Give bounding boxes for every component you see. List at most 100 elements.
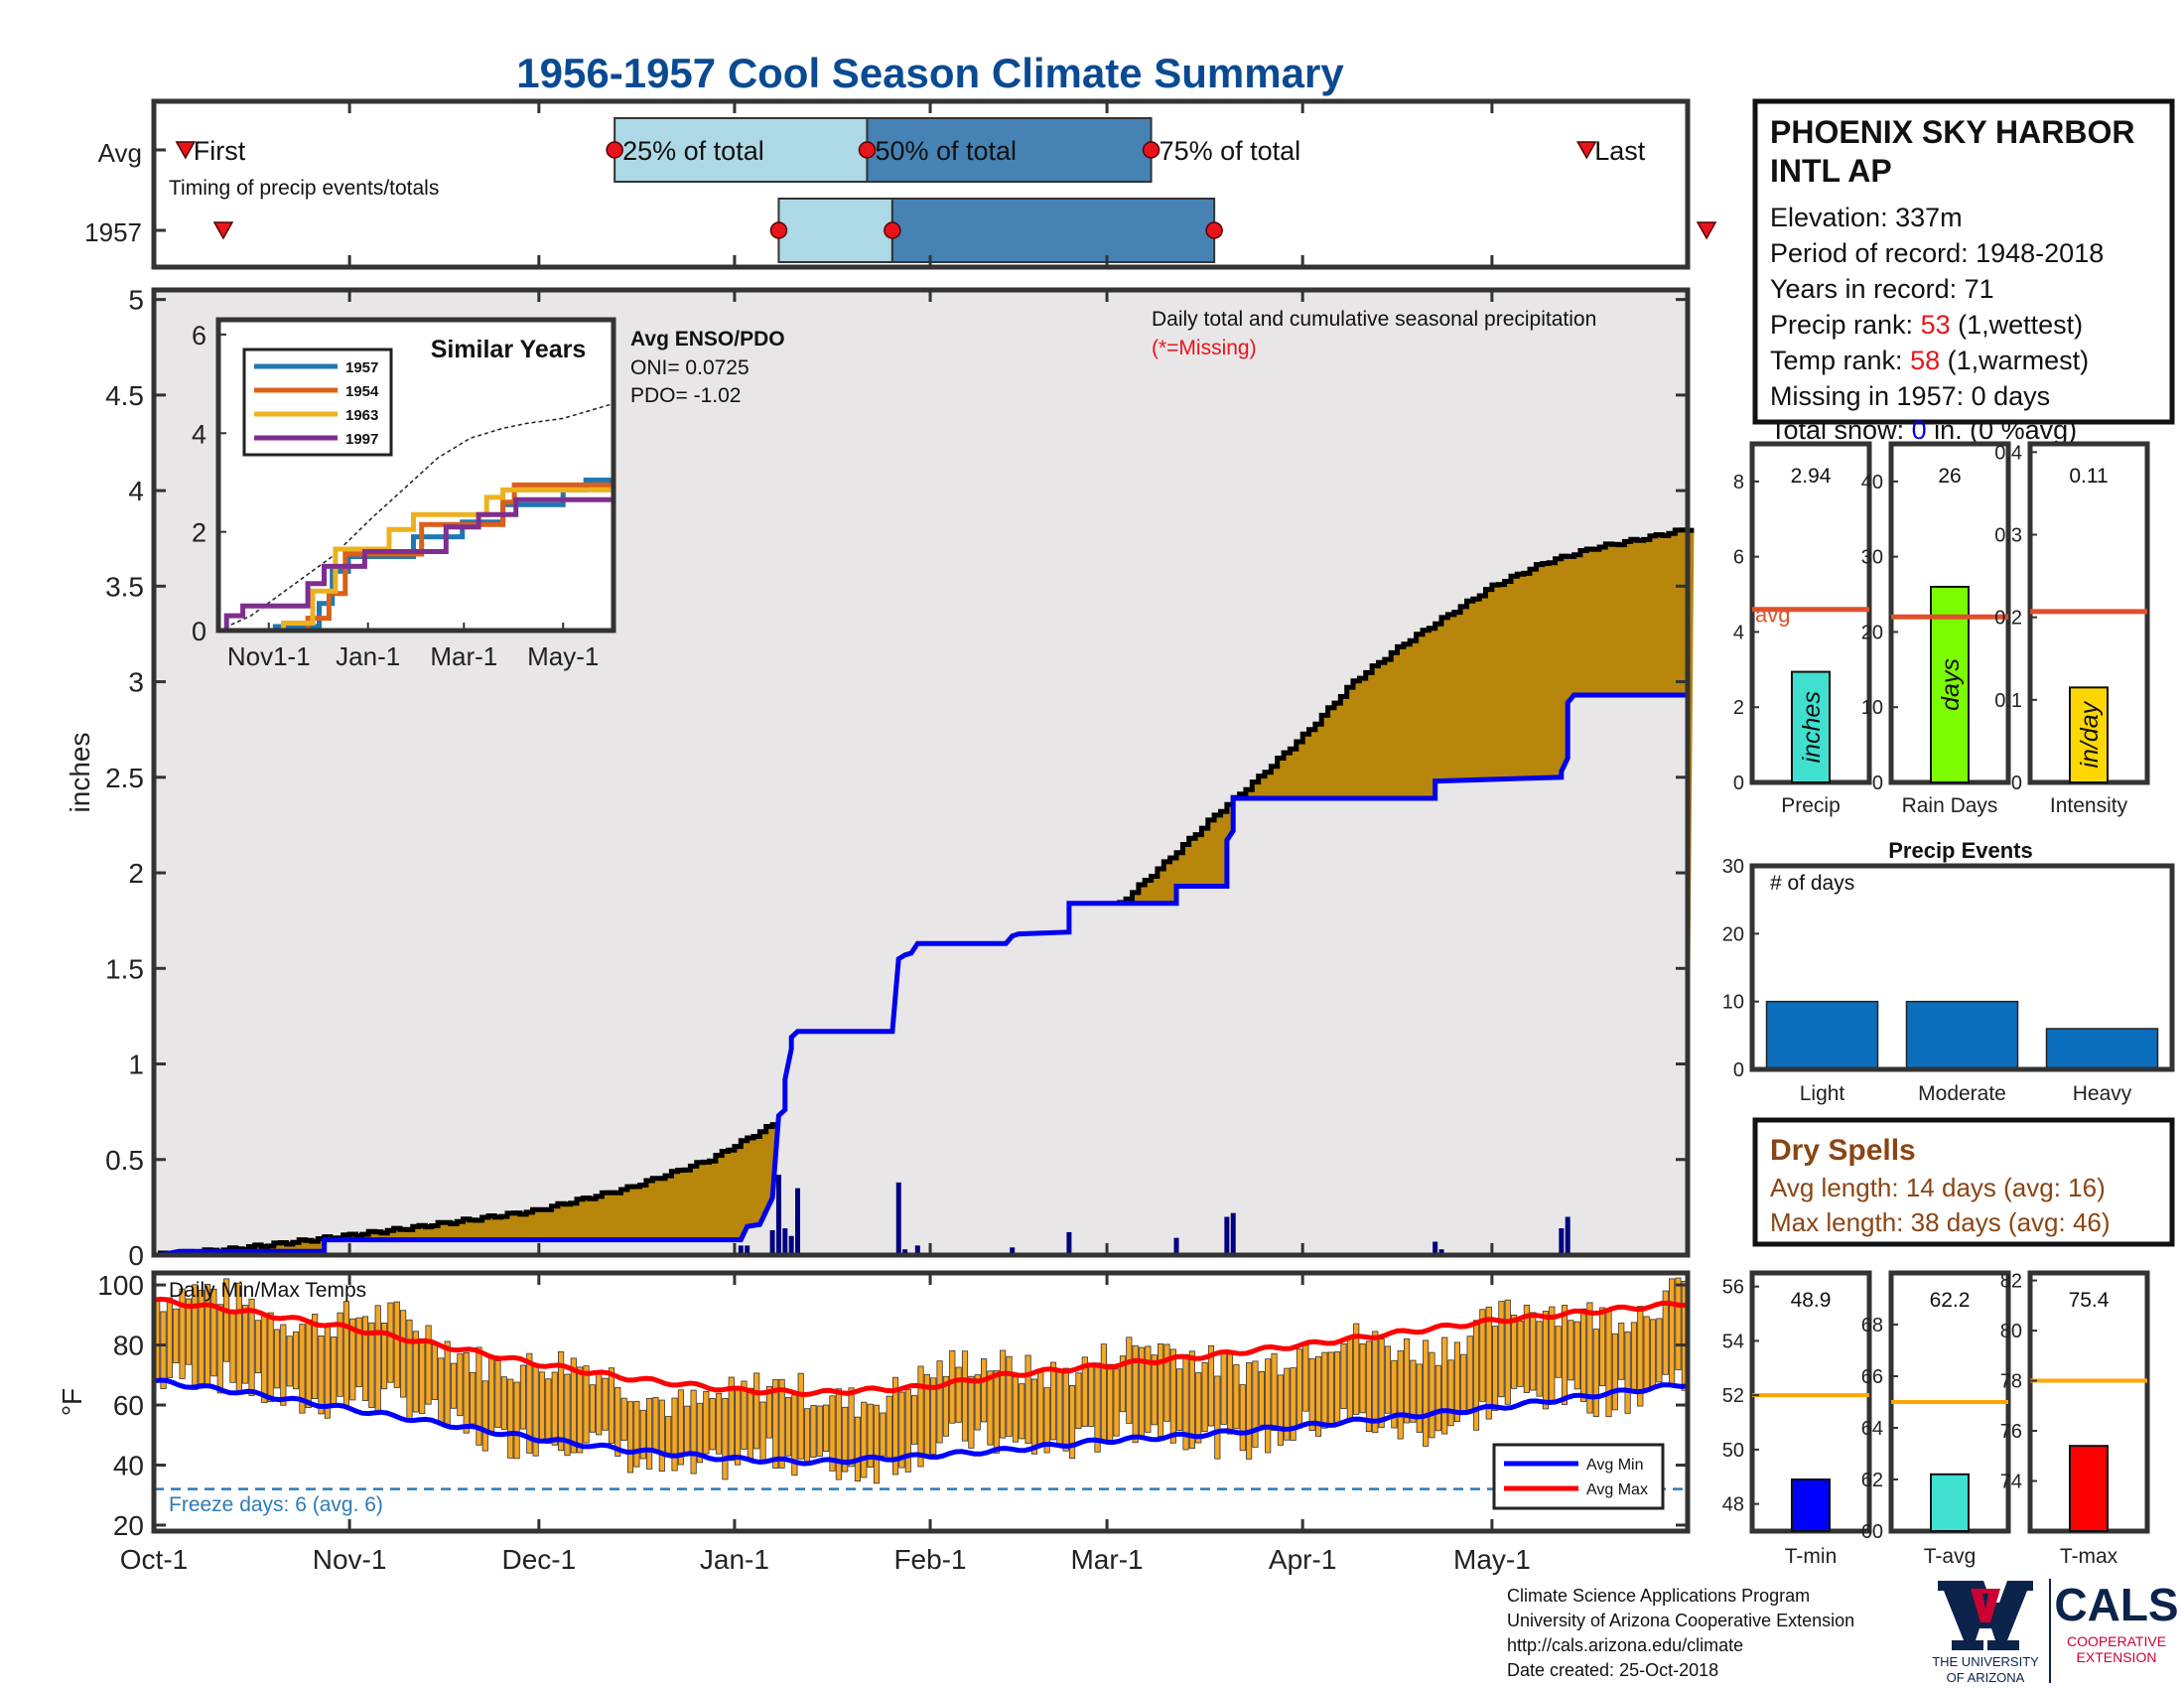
- daily-precip-bar-12: [1173, 1237, 1179, 1255]
- temp-bar-112: [861, 1401, 868, 1478]
- station-precip-rank: Precip rank: 53 (1,wettest): [1770, 310, 2083, 340]
- precip-events-bar-2: [2045, 1028, 2159, 1070]
- temp-bar-126: [949, 1349, 956, 1424]
- mini-precip-ytick-0-3: 6: [1733, 547, 1744, 569]
- mini-temp-value-2: 75.4: [2069, 1289, 2110, 1312]
- precip-rank-value: 53: [1921, 310, 1951, 340]
- temp-bar-198: [1403, 1337, 1411, 1424]
- mini-precip-ytick-1-3: 30: [1861, 547, 1883, 569]
- temp-bar-90: [722, 1397, 729, 1480]
- daily-precip-bar-14: [1230, 1212, 1236, 1255]
- footer: Climate Science Applications Program Uni…: [1507, 1586, 1854, 1680]
- temp-bar-15: [248, 1298, 255, 1396]
- mini-temp-ytick-1-2: 64: [1861, 1418, 1883, 1440]
- legend-avg-min-label: Avg Min: [1586, 1457, 1644, 1474]
- temp-bar-49: [463, 1351, 470, 1434]
- temp-bar-81: [665, 1416, 672, 1457]
- temp-bar-140: [1037, 1371, 1044, 1447]
- figure-title: 1956-1957 Cool Season Climate Summary: [516, 50, 1344, 96]
- dry-spells-avg: Avg length: 14 days (avg: 16): [1770, 1173, 2106, 1202]
- mini-precip-ytick-2-4: 0.4: [1994, 442, 2022, 464]
- inset-avg-line: [217, 402, 614, 632]
- temps-ylabel: °F: [57, 1388, 87, 1416]
- temp-bar-109: [842, 1406, 849, 1473]
- temp-bar-62: [545, 1378, 552, 1445]
- temp-bar-220: [1542, 1311, 1550, 1410]
- temp-bar-121: [917, 1365, 924, 1468]
- temp-bar-28: [331, 1336, 338, 1407]
- dry-spells-frame: [1752, 1117, 2175, 1247]
- station-snow: Total snow: 0 in. (0 %avg): [1770, 415, 2077, 445]
- timing-marker-p75-1: [1205, 221, 1223, 239]
- main-annotation: Daily total and cumulative seasonal prec…: [1152, 308, 1596, 331]
- timing-box-dark-1: [890, 198, 1216, 263]
- daily-precip-bar-8: [902, 1249, 908, 1255]
- temp-bar-223: [1561, 1305, 1569, 1405]
- mini-precip-label-0: Precip: [1781, 794, 1841, 817]
- temp-bar-73: [614, 1387, 621, 1457]
- temp-bar-95: [753, 1372, 760, 1450]
- timing-label-first: First: [194, 136, 246, 166]
- inset-legend-label-1997: 1997: [345, 431, 378, 448]
- temp-bar-120: [911, 1395, 918, 1445]
- temp-bar-61: [538, 1371, 546, 1440]
- precip-events-ytick-3: 30: [1722, 856, 1744, 878]
- temp-bar-129: [968, 1375, 975, 1449]
- timing-row-1957-label: 1957: [84, 217, 142, 247]
- xtick-label-6: Apr-1: [1269, 1544, 1336, 1575]
- mini-precip-ytick-1-1: 10: [1861, 697, 1883, 719]
- temp-bar-6: [192, 1284, 199, 1390]
- temp-bar-195: [1384, 1345, 1392, 1414]
- temp-bar-197: [1397, 1349, 1404, 1440]
- temp-bar-146: [1075, 1372, 1082, 1429]
- temp-bar-162: [1176, 1368, 1183, 1432]
- ua-a-red-inner: [1971, 1589, 2000, 1622]
- timing-box-dark-0: [866, 117, 1153, 183]
- temp-bar-130: [974, 1374, 981, 1431]
- legend-avg-max-label: Avg Max: [1586, 1481, 1648, 1498]
- inset-ytick-3: 6: [192, 321, 206, 351]
- timing-triangle-last-1: [1696, 221, 1717, 240]
- temp-bar-211: [1485, 1306, 1492, 1420]
- temp-bar-215: [1511, 1315, 1518, 1389]
- temp-bar-55: [500, 1376, 507, 1430]
- daily-precip-bar-1: [745, 1245, 751, 1255]
- temp-bar-228: [1592, 1329, 1599, 1417]
- temp-bar-85: [690, 1389, 697, 1475]
- dry-spells-max: Max length: 38 days (avg: 46): [1770, 1207, 2111, 1237]
- mini-temp-ytick-1-0: 60: [1861, 1521, 1883, 1543]
- temp-bar-17: [261, 1313, 268, 1404]
- temp-bar-65: [564, 1373, 571, 1457]
- precip-events-frame: [1749, 863, 2175, 1072]
- daily-precip-bar-0: [738, 1245, 744, 1255]
- temp-bar-1: [160, 1311, 167, 1389]
- temp-bar-2: [166, 1297, 173, 1378]
- station-elevation: Elevation: 337m: [1770, 203, 1963, 232]
- temp-bar-172: [1239, 1384, 1246, 1452]
- temp-bar-167: [1207, 1344, 1215, 1427]
- temp-bar-77: [639, 1409, 646, 1460]
- temp-bar-128: [961, 1350, 969, 1442]
- temp-bar-40: [406, 1319, 413, 1423]
- temp-bar-99: [778, 1378, 785, 1469]
- temp-bar-193: [1372, 1331, 1379, 1434]
- daily-precip-bar-13: [1224, 1216, 1230, 1255]
- temp-bar-178: [1277, 1374, 1284, 1446]
- timing-marker-p25-0: [606, 141, 623, 159]
- temp-bar-171: [1233, 1364, 1240, 1430]
- temp-bar-98: [772, 1379, 779, 1469]
- inset-series-1997: [218, 496, 614, 633]
- timing-triangle-first-0: [175, 141, 197, 160]
- temp-bar-50: [470, 1371, 477, 1425]
- temps-ytick-2: 60: [113, 1390, 144, 1421]
- temp-bar-54: [494, 1360, 501, 1428]
- temp-bar-25: [312, 1314, 319, 1399]
- inset-ytick-2: 4: [192, 419, 206, 449]
- temp-bar-231: [1611, 1333, 1618, 1411]
- precip-events-chart: Precip Events Light Moderate Heavy0102030 …: [1722, 838, 2175, 1105]
- temp-bar-48: [457, 1353, 464, 1417]
- precip-rank-suffix: (1,wettest): [1951, 310, 2084, 340]
- ua-line2: OF ARIZONA: [1947, 1670, 2025, 1685]
